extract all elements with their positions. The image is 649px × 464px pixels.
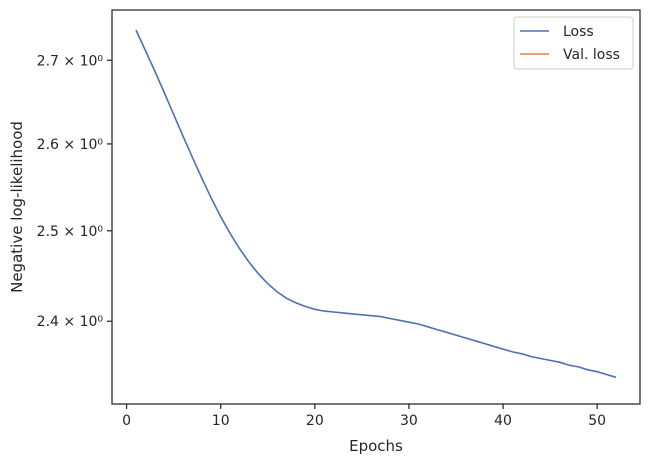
x-tick-label: 0	[122, 413, 131, 429]
x-tick-label: 40	[494, 413, 512, 429]
legend-box	[513, 16, 634, 70]
x-tick-label: 50	[588, 413, 606, 429]
legend-label-val-loss: Val. loss	[563, 47, 620, 63]
y-axis: 2.4 × 10⁰ 2.5 × 10⁰ 2.6 × 10⁰ 2.7 × 10⁰	[37, 53, 112, 330]
plot-frame	[111, 9, 641, 405]
series-layer	[135, 29, 617, 379]
x-axis: 0 10 20 30 40 50	[122, 404, 606, 429]
y-tick-label: 2.5 × 10⁰	[37, 224, 104, 240]
y-tick-label: 2.7 × 10⁰	[37, 53, 104, 69]
series-line-loss	[135, 29, 617, 379]
y-tick-label: 2.6 × 10⁰	[37, 137, 104, 153]
y-axis-label: Negative log-likelihood	[8, 121, 26, 293]
x-axis-label: Epochs	[349, 437, 403, 455]
legend-label-loss: Loss	[563, 24, 594, 40]
x-tick-label: 30	[400, 413, 418, 429]
plot-area	[112, 10, 640, 404]
y-tick-label: 2.4 × 10⁰	[37, 314, 104, 330]
x-tick-label: 20	[306, 413, 324, 429]
legend: Loss Val. loss	[513, 16, 634, 70]
x-tick-label: 10	[212, 413, 230, 429]
